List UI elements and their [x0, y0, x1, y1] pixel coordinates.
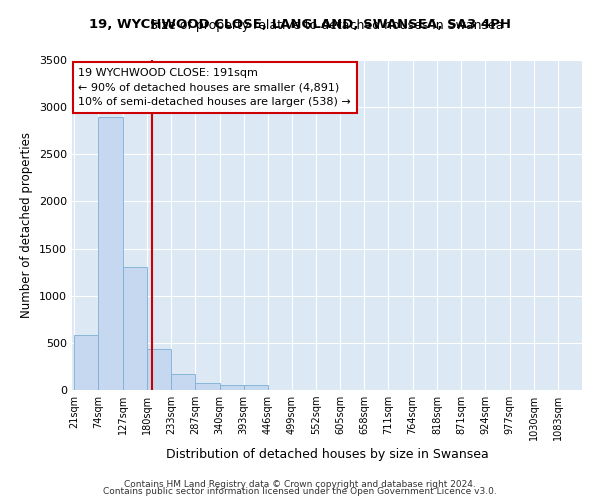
Bar [74, 336, 98, 390]
Bar [196, 383, 220, 390]
Title: Size of property relative to detached houses in Swansea: Size of property relative to detached ho… [150, 20, 504, 32]
Y-axis label: Number of detached properties: Number of detached properties [20, 132, 34, 318]
Bar [244, 385, 268, 390]
Text: 19 WYCHWOOD CLOSE: 191sqm
← 90% of detached houses are smaller (4,891)
10% of se: 19 WYCHWOOD CLOSE: 191sqm ← 90% of detac… [79, 68, 351, 107]
Text: 19, WYCHWOOD CLOSE, LANGLAND, SWANSEA, SA3 4PH: 19, WYCHWOOD CLOSE, LANGLAND, SWANSEA, S… [89, 18, 511, 30]
Bar [146, 350, 171, 390]
X-axis label: Distribution of detached houses by size in Swansea: Distribution of detached houses by size … [166, 448, 488, 462]
Bar [98, 116, 122, 390]
Bar [171, 374, 196, 390]
Bar [220, 386, 244, 390]
Text: Contains public sector information licensed under the Open Government Licence v3: Contains public sector information licen… [103, 487, 497, 496]
Text: Contains HM Land Registry data © Crown copyright and database right 2024.: Contains HM Land Registry data © Crown c… [124, 480, 476, 489]
Bar [122, 268, 146, 390]
